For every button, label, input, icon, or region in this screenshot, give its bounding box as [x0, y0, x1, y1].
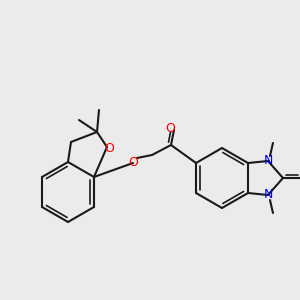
Text: O: O [165, 122, 175, 134]
Text: O: O [128, 155, 138, 169]
Text: N: N [263, 154, 273, 167]
Text: N: N [263, 188, 273, 202]
Text: O: O [104, 142, 114, 154]
